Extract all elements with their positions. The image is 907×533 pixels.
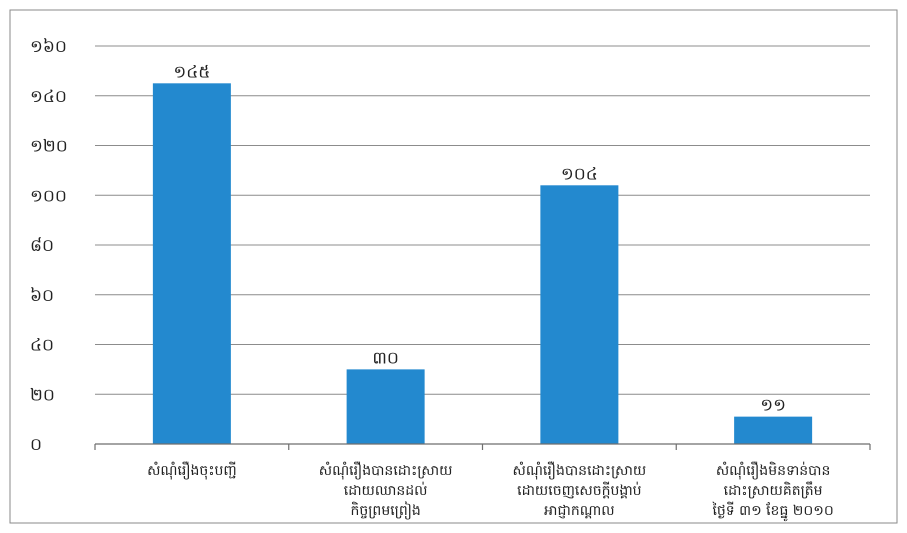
y-tick-label: ០ [30,435,42,455]
y-axis-ticks: ០ ២០ ៤០ ៦០ ៨០ ១០០ ១២០ ១៤០ ១៦០ [30,37,68,455]
category-label: សំណុំរឿងបានដោះស្រាយដោយចេញសេចក្តីបង្គាប់អ… [512,461,646,519]
bar [734,416,813,444]
category-label-line: សំណុំរឿងចុះបញ្ជី [147,461,237,480]
y-tick-label: ៨០ [30,236,54,256]
category-label: សំណុំរឿងមិនទាន់បានដោះស្រាយគិតត្រឹមថ្ងៃទី… [711,461,833,522]
y-tick-label: ២០ [30,385,55,405]
category-label: សំណុំរឿងចុះបញ្ជី [147,461,237,480]
bar-value-label: ១៤៥ [173,62,210,82]
category-labels: សំណុំរឿងចុះបញ្ជី សំណុំរឿងបានដោះស្រាយដោយឈា… [147,461,834,522]
bar [540,185,619,445]
category-label-line: សំណុំរឿងមិនទាន់បាន [716,461,831,480]
category-label-line: ដោយចេញសេចក្តីបង្គាប់ [517,481,642,499]
y-tick-label: ១០០ [30,186,67,206]
y-tick-label: ១២០ [30,137,68,157]
bar-value-label: ៣០ [372,348,399,368]
chart-frame [9,9,898,524]
category-label-line: កិច្ចព្រមព្រៀង [350,501,420,520]
y-tick-label: ៤០ [30,336,54,356]
category-label-line: សំណុំរឿងបានដោះស្រាយ [512,461,646,480]
y-tick-label: ៦០ [30,286,54,306]
category-label-line: ដោះស្រាយគិតត្រឹម [724,481,823,499]
category-label-line: ថ្ងៃទី ៣១ ខែធ្នូ ២០១០ [711,501,833,522]
bar-value-label: ១០៤ [561,164,598,184]
bar-value-label: ១១ [760,396,786,416]
category-label: សំណុំរឿងបានដោះស្រាយដោយឈានដល់កិច្ចព្រមព្រ… [319,461,453,520]
bars [152,83,813,445]
category-label-line: សំណុំរឿងបានដោះស្រាយ [319,461,453,480]
y-tick-label: ១៦០ [30,37,67,57]
bar [152,83,231,444]
bar [346,369,425,444]
x-axis [94,443,871,450]
category-label-line: ដោយឈានដល់ [344,481,428,499]
category-label-line: អាជ្ញាកណ្តាល [544,503,614,519]
y-tick-label: ១៤០ [30,87,67,107]
